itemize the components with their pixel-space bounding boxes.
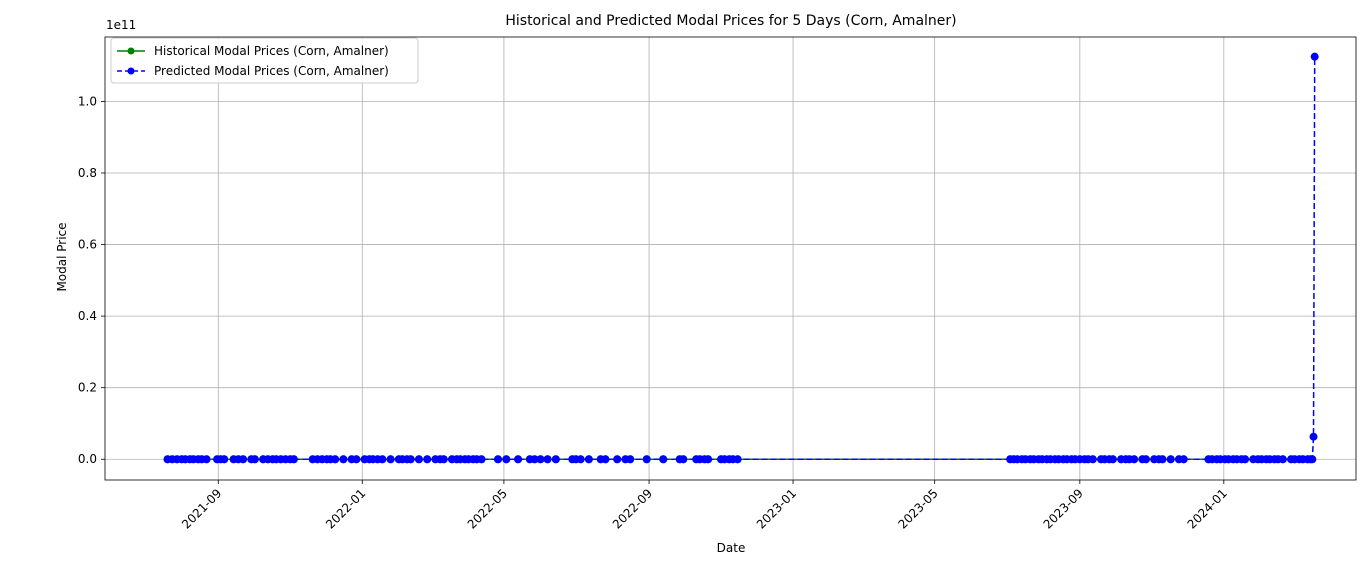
data-point [439, 455, 448, 464]
data-point [1166, 455, 1175, 464]
legend-predicted-marker [127, 67, 135, 75]
data-point [1141, 455, 1150, 464]
data-point [352, 455, 361, 464]
x-axis-title: Date [717, 541, 746, 555]
data-point [378, 455, 387, 464]
y-tick-label: 0.4 [78, 309, 97, 323]
data-point [679, 455, 688, 464]
data-point [406, 455, 415, 464]
y-tick-label: 0.2 [78, 381, 97, 395]
data-point [1179, 455, 1188, 464]
data-point [1308, 455, 1317, 464]
legend-box [110, 37, 419, 84]
data-point [576, 455, 585, 464]
legend-historical-label: Historical Modal Prices (Corn, Amalner) [154, 44, 389, 58]
series-predicted [163, 52, 1319, 464]
legend-historical-marker [127, 47, 135, 55]
data-point [1241, 455, 1250, 464]
data-point [626, 455, 635, 464]
grid [105, 37, 1356, 480]
data-point [551, 455, 560, 464]
data-point [704, 455, 713, 464]
data-point [250, 455, 259, 464]
data-point [1130, 455, 1139, 464]
data-point [1158, 455, 1167, 464]
data-point [514, 455, 523, 464]
data-point [584, 455, 593, 464]
data-point [289, 455, 298, 464]
data-point [601, 455, 610, 464]
legend-predicted-label: Predicted Modal Prices (Corn, Amalner) [154, 64, 389, 78]
data-point [202, 455, 211, 464]
legend: Historical Modal Prices (Corn, Amalner) … [110, 37, 419, 84]
data-point [1310, 52, 1319, 61]
data-point [543, 455, 552, 464]
data-point [423, 455, 432, 464]
data-point [239, 455, 248, 464]
data-point [1278, 455, 1287, 464]
data-point [733, 455, 742, 464]
plot-frame [104, 36, 1357, 481]
data-point [1088, 455, 1097, 464]
data-point [494, 455, 502, 464]
data-point [1309, 432, 1318, 441]
data-point [659, 455, 668, 464]
data-point [502, 455, 511, 464]
y-tick-label: 0.0 [78, 452, 97, 466]
y-tick-label: 0.8 [78, 166, 97, 180]
data-point [477, 455, 486, 464]
data-point [613, 455, 622, 464]
y-tick-label: 0.6 [78, 238, 97, 252]
series [163, 52, 1319, 464]
data-point [414, 455, 423, 464]
y-tick-label: 1.0 [78, 94, 97, 108]
data-point [642, 455, 651, 464]
y-offset-label: 1e11 [106, 18, 136, 32]
y-axis-title: Modal Price [55, 222, 69, 291]
data-point [220, 455, 229, 464]
data-point [339, 455, 348, 464]
data-point [331, 455, 340, 464]
axes [101, 36, 1357, 484]
data-point [386, 455, 395, 464]
data-point [530, 455, 539, 464]
data-point [536, 455, 545, 464]
chart-title: Historical and Predicted Modal Prices fo… [505, 13, 956, 29]
data-point [1108, 455, 1117, 464]
